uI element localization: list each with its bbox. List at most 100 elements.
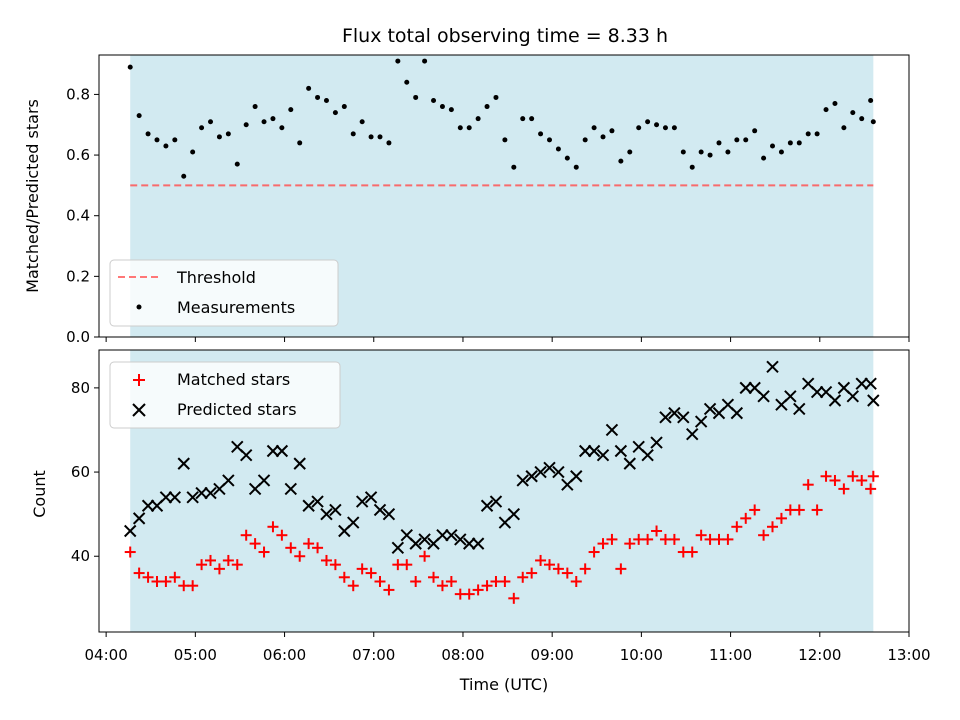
measurement-point xyxy=(645,119,651,125)
y-tick-label: 0.2 xyxy=(66,267,90,285)
measurement-point xyxy=(457,125,463,131)
matched-star-point xyxy=(508,592,520,604)
matched-star-point xyxy=(240,529,252,541)
matched-star-point xyxy=(231,559,243,571)
measurement-point xyxy=(448,107,454,113)
matched-star-point xyxy=(597,538,609,550)
matched-star-point xyxy=(543,559,555,571)
measurement-point xyxy=(216,134,222,140)
predicted-star-point xyxy=(543,461,556,475)
matched-star-point xyxy=(847,470,859,482)
measurement-point xyxy=(377,134,383,140)
matched-star-point xyxy=(213,563,225,575)
predicted-star-point xyxy=(739,381,752,395)
predicted-star-point xyxy=(391,541,405,555)
predicted-star-point xyxy=(855,377,868,390)
measurement-point xyxy=(341,104,347,110)
predicted-star-point xyxy=(257,474,271,487)
predicted-star-point xyxy=(641,449,654,462)
predicted-star-point xyxy=(239,449,253,462)
matched-star-point xyxy=(668,533,680,545)
matched-star-point xyxy=(651,525,663,537)
matched-star-point xyxy=(338,571,350,583)
measurement-point xyxy=(297,140,303,146)
predicted-star-point xyxy=(810,385,824,399)
measurement-point xyxy=(761,155,767,161)
measurement-point xyxy=(698,149,704,155)
matched-star-point xyxy=(731,521,743,533)
bottom-legend-box xyxy=(109,361,341,429)
measurement-point xyxy=(127,64,133,70)
measurement-point xyxy=(859,116,865,122)
matched-star-point xyxy=(499,575,511,587)
predicted-star-point xyxy=(867,394,880,407)
measurement-point xyxy=(243,122,249,128)
measurement-point xyxy=(778,149,784,155)
predicted-star-point xyxy=(373,503,387,517)
y-tick-label: 0.0 xyxy=(66,328,90,346)
top-ylabel: Matched/Predicted stars xyxy=(23,99,42,293)
measurement-point xyxy=(823,107,829,113)
predicted-star-point xyxy=(418,533,431,546)
matched-star-point xyxy=(312,542,324,554)
predicted-star-point xyxy=(730,406,744,420)
measurement-point xyxy=(368,134,374,140)
matched-star-point xyxy=(820,470,832,482)
matched-star-point xyxy=(222,554,234,566)
predicted-star-point xyxy=(445,528,458,542)
y-tick-label: 40 xyxy=(71,547,90,565)
matched-star-point xyxy=(124,546,136,558)
measurement-point xyxy=(145,131,151,137)
measurement-point xyxy=(716,140,722,146)
y-tick-label: 80 xyxy=(71,379,90,397)
matched-star-point xyxy=(867,470,879,482)
predicted-star-point xyxy=(364,491,378,504)
matched-star-point xyxy=(865,483,877,495)
measurement-point xyxy=(493,94,499,100)
matched-star-point xyxy=(249,538,261,550)
matched-star-point xyxy=(829,474,841,486)
predicted-star-point xyxy=(846,390,860,403)
measurement-point xyxy=(868,97,874,103)
matched-star-point xyxy=(356,563,368,575)
predicted-star-point xyxy=(623,457,636,470)
matched-star-point xyxy=(187,580,199,592)
legend-predicted-label: Predicted stars xyxy=(177,400,297,419)
measurement-point xyxy=(323,97,329,103)
legend-predicted-marker xyxy=(132,403,146,417)
bottom-marks xyxy=(124,360,880,604)
predicted-star-point xyxy=(355,495,369,508)
measurement-point xyxy=(181,173,187,179)
chart-title: Flux total observing time = 8.33 h xyxy=(342,25,668,47)
matched-star-point xyxy=(463,588,475,600)
predicted-star-point xyxy=(284,482,298,496)
predicted-star-point xyxy=(757,390,770,403)
predicted-star-point xyxy=(516,474,529,487)
predicted-star-point xyxy=(578,444,592,458)
measurement-point xyxy=(529,116,535,122)
predicted-star-point xyxy=(766,360,779,374)
measurement-point xyxy=(743,137,749,143)
predicted-star-point xyxy=(784,390,797,403)
measurement-point xyxy=(573,164,579,170)
matched-star-point xyxy=(303,538,315,550)
measurement-point xyxy=(582,137,588,143)
matched-star-point xyxy=(615,563,627,575)
measurement-point xyxy=(225,131,231,137)
measurement-point xyxy=(270,116,276,122)
matched-star-point xyxy=(133,567,145,579)
predicted-star-point xyxy=(463,537,476,550)
predicted-star-point xyxy=(596,449,610,462)
bottom-x-ticks: 04:00 05:00 06:00 07:00 08:00 09:00 10:00 11:00… xyxy=(85,632,931,664)
measurement-point xyxy=(439,104,445,110)
measurement-point xyxy=(850,110,856,116)
top-legend: Threshold Measurements xyxy=(109,259,339,327)
measurement-point xyxy=(520,116,526,122)
predicted-star-point xyxy=(329,503,342,517)
predicted-star-point xyxy=(204,486,217,500)
predicted-star-point xyxy=(614,444,628,458)
matched-star-point xyxy=(740,512,752,524)
x-tick-label: 12:00 xyxy=(798,646,841,664)
matched-star-point xyxy=(552,563,564,575)
